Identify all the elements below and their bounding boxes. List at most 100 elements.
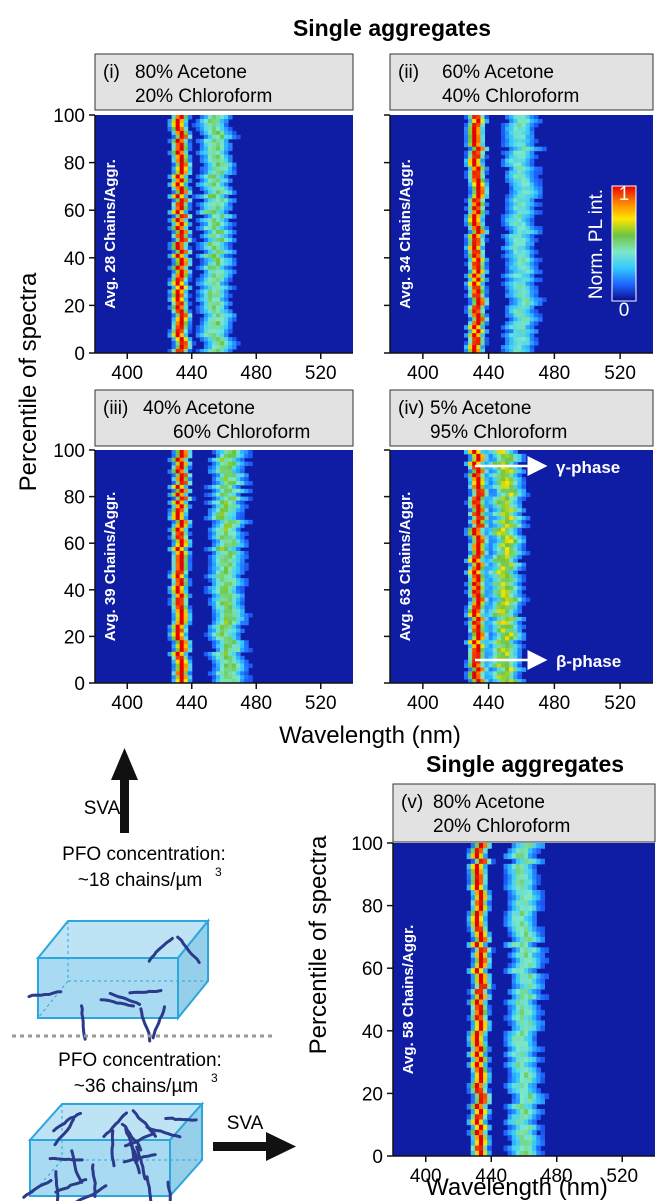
heatmap-cell: [232, 190, 237, 195]
heatmap-cell: [203, 333, 209, 338]
heatmap-cell: [500, 492, 506, 498]
heatmap-cell: [207, 190, 213, 195]
heatmap-cell: [203, 253, 209, 259]
conc-1-line1: PFO concentration:: [62, 844, 226, 865]
heatmap-cell: [472, 473, 477, 478]
heatmap-cell: [513, 281, 518, 287]
colorbar: Norm. PL int. 1 0: [586, 184, 637, 321]
heatmap-cell: [472, 632, 477, 637]
heatmap-cell: [476, 609, 481, 614]
heatmap-cell: [500, 150, 506, 156]
heatmap-cell: [224, 644, 229, 649]
heatmap-cell: [187, 659, 193, 665]
heatmap-cell: [528, 994, 533, 1000]
heatmap-cell: [529, 182, 535, 187]
heatmap-cell: [244, 496, 249, 501]
heatmap-cell: [509, 190, 514, 195]
heatmap-cell: [470, 1124, 476, 1131]
heatmap-cell: [537, 182, 543, 187]
heatmap-cell: [183, 349, 189, 354]
heatmap-cell: [509, 122, 514, 128]
polymer-chain: [176, 935, 201, 964]
heatmap-cell: [207, 535, 213, 540]
heatmap-cell: [528, 1145, 533, 1152]
heatmap-cell: [513, 593, 518, 599]
heatmap-cell: [179, 671, 185, 676]
sva-arrow-right: SVA: [213, 1113, 296, 1161]
heatmap-cell: [187, 162, 193, 168]
heatmap-cell: [517, 578, 522, 583]
heatmap-cell: [509, 138, 514, 144]
heatmap-cell: [509, 504, 514, 509]
heatmap-cell: [532, 853, 537, 860]
heatmap-cell: [519, 1103, 525, 1110]
heatmap-cell: [524, 931, 529, 938]
heatmap-cell: [544, 973, 550, 980]
heatmap-cell: [183, 130, 189, 136]
heatmap-cell: [476, 214, 481, 219]
heatmap-cell: [524, 863, 529, 870]
heatmap-cell: [505, 453, 510, 459]
top-title: Single aggregates: [293, 15, 491, 41]
heatmap-cell: [503, 968, 509, 974]
heatmap-cell: [515, 1145, 521, 1152]
heatmap-cell: [509, 309, 514, 314]
heatmap-cell: [525, 321, 531, 326]
heatmap-cell: [211, 325, 217, 330]
heatmap-cell: [529, 178, 535, 183]
heatmap-cell: [167, 226, 173, 231]
heatmap-cell: [179, 628, 185, 634]
heatmap-cell: [244, 450, 249, 455]
heatmap-cell: [505, 126, 510, 132]
heatmap-cell: [515, 1009, 521, 1016]
heatmap-cell: [224, 115, 229, 120]
heatmap-cell: [533, 301, 539, 306]
heatmap-cell: [474, 947, 480, 954]
heatmap-cell: [224, 305, 229, 310]
heatmap-cell: [179, 516, 185, 521]
x-tick-label: 480: [539, 363, 571, 384]
heatmap-cell: [529, 202, 535, 207]
heatmap-cell: [195, 150, 201, 156]
heatmap-cell: [187, 477, 193, 482]
heatmap-cell: [476, 554, 481, 560]
heatmap-cell: [492, 671, 498, 676]
heatmap-cell: [513, 500, 518, 505]
heatmap-cell: [207, 570, 213, 575]
heatmap-cell: [528, 1004, 533, 1011]
heatmap-cell: [519, 1036, 525, 1042]
heatmap-cell: [232, 492, 237, 498]
heatmap-cell: [507, 1062, 513, 1068]
heatmap-cell: [463, 620, 469, 626]
heatmap-cell: [175, 589, 181, 595]
heatmap-cell: [476, 582, 481, 587]
heatmap-cell: [232, 500, 237, 505]
heatmap-cell: [187, 301, 193, 306]
heatmap-cell: [203, 122, 209, 128]
heatmap-cell: [476, 574, 481, 579]
heatmap-cell: [219, 562, 225, 567]
heatmap-cell: [509, 345, 514, 350]
heatmap-cell: [183, 154, 189, 160]
heatmap-cell: [215, 118, 221, 124]
heatmap-cell: [224, 277, 229, 283]
heatmap-cell: [515, 926, 521, 933]
heatmap-cell: [211, 663, 217, 668]
heatmap-cell: [513, 222, 518, 227]
heatmap-cell: [507, 926, 513, 933]
heatmap-cell: [175, 122, 181, 128]
heatmap-cell: [476, 659, 481, 665]
heatmap-cell: [509, 289, 514, 294]
heatmap-cell: [215, 550, 221, 556]
heatmap-cell: [505, 142, 510, 148]
heatmap-cell: [521, 249, 527, 255]
heatmap-cell: [240, 640, 245, 645]
heatmap-cell: [480, 206, 486, 211]
heatmap-cell: [183, 230, 189, 235]
heatmap-cell: [232, 547, 237, 552]
heatmap-cell: [515, 1114, 521, 1120]
heatmap-cell: [203, 166, 209, 172]
heatmap-cell: [224, 516, 229, 521]
heatmap-cell: [228, 655, 233, 661]
heatmap-cell: [207, 297, 213, 302]
